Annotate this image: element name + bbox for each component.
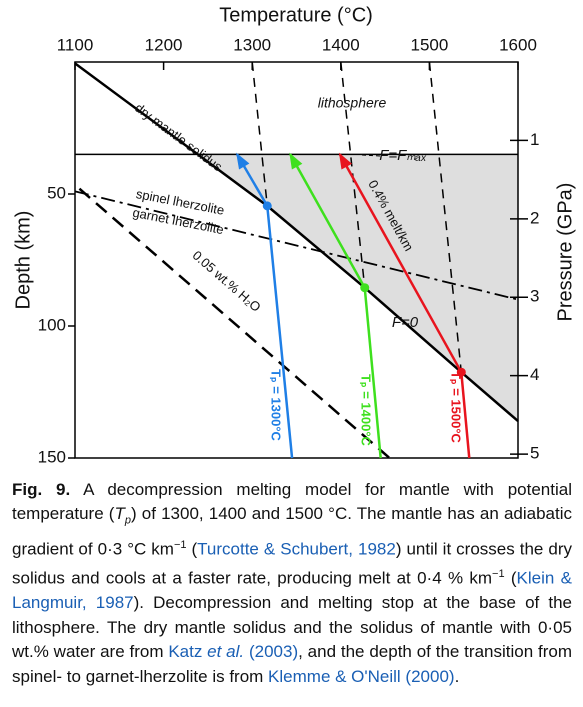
solidus-crossing xyxy=(360,283,370,293)
x-tick-label: 1500 xyxy=(410,35,448,54)
annotation: F=0 xyxy=(392,314,419,331)
citation-link[interactable]: Klemme & O'Neill (2000) xyxy=(268,666,455,686)
caption-text: ) until it crosses the dry solidus and c… xyxy=(12,539,572,588)
citation-link[interactable]: et al. xyxy=(207,642,245,662)
y2-tick-label: 2 xyxy=(530,208,539,227)
caption-text: ( xyxy=(504,568,517,588)
caption-text: . xyxy=(454,666,460,686)
caption-text: ). Decompression and melting stop at the… xyxy=(12,593,573,662)
x-tick-label: 1200 xyxy=(145,35,183,54)
arrowhead xyxy=(236,152,250,170)
series-label: dry mantle solidus xyxy=(132,100,226,175)
caption-text: −1 xyxy=(173,539,187,552)
series-label: Tₚ = 1300°C xyxy=(269,369,284,441)
citation-link[interactable]: (2003) xyxy=(244,642,299,662)
caption-text: Fig. 9. xyxy=(12,480,71,499)
caption-text: A decompression melting model for mantle… xyxy=(12,480,572,524)
line xyxy=(251,61,269,206)
x-axis-title: Temperature (°C) xyxy=(219,4,373,26)
annotation-leader xyxy=(361,154,381,157)
line xyxy=(340,61,366,288)
arrowhead xyxy=(338,152,352,170)
y-tick-label: 150 xyxy=(38,447,66,466)
caption-text: p xyxy=(124,514,131,527)
caption-text: T xyxy=(114,504,125,524)
y2-axis-title: Pressure (GPa) xyxy=(554,183,576,322)
solidus-crossing xyxy=(262,201,272,211)
y-axis-title: Depth (km) xyxy=(12,211,34,310)
y2-tick-label: 4 xyxy=(530,365,539,384)
line xyxy=(74,190,519,301)
x-tick-label: 1600 xyxy=(499,35,537,54)
y-tick-label: 50 xyxy=(47,183,66,202)
line xyxy=(428,61,463,373)
y2-tick-label: 3 xyxy=(530,287,539,306)
solidus-crossing xyxy=(456,367,466,377)
arrowhead xyxy=(289,152,303,170)
citation-link[interactable]: Katz xyxy=(168,642,208,662)
x-tick-label: 1300 xyxy=(233,35,271,54)
annotation: F=Fₘₐₓ xyxy=(379,147,427,164)
y2-tick-label: 5 xyxy=(530,444,539,463)
annotation: lithosphere xyxy=(318,95,387,111)
x-tick-label: 1100 xyxy=(57,35,94,54)
line xyxy=(78,187,391,459)
caption-text: , and the depth of the transition from s… xyxy=(12,642,572,686)
x-tick-label: 1400 xyxy=(322,35,360,54)
citation-link[interactable]: Turcotte & Schubert, 1982 xyxy=(197,539,396,559)
series-label: Tₚ = 1400°C xyxy=(359,374,374,446)
caption-text: −1 xyxy=(492,568,505,581)
y2-tick-label: 1 xyxy=(530,130,539,149)
caption-text: ) of 1300, 1400 and 1500 °C. The mantle … xyxy=(12,504,572,559)
figure: Temperature (°C) Depth (km) Pressure (GP… xyxy=(12,4,576,466)
melting-region xyxy=(197,154,519,422)
figure-caption: Fig. 9. A decompression melting model fo… xyxy=(12,478,572,689)
series-label: 0.05 wt.% H₂O xyxy=(190,248,264,315)
y-tick-label: 100 xyxy=(38,315,66,334)
caption-text: ( xyxy=(186,539,198,559)
plot-frame xyxy=(74,61,519,459)
citation-link[interactable]: Klein & Langmuir, 1987 xyxy=(12,568,572,613)
series-label: Tₚ = 1500°C xyxy=(449,371,464,443)
